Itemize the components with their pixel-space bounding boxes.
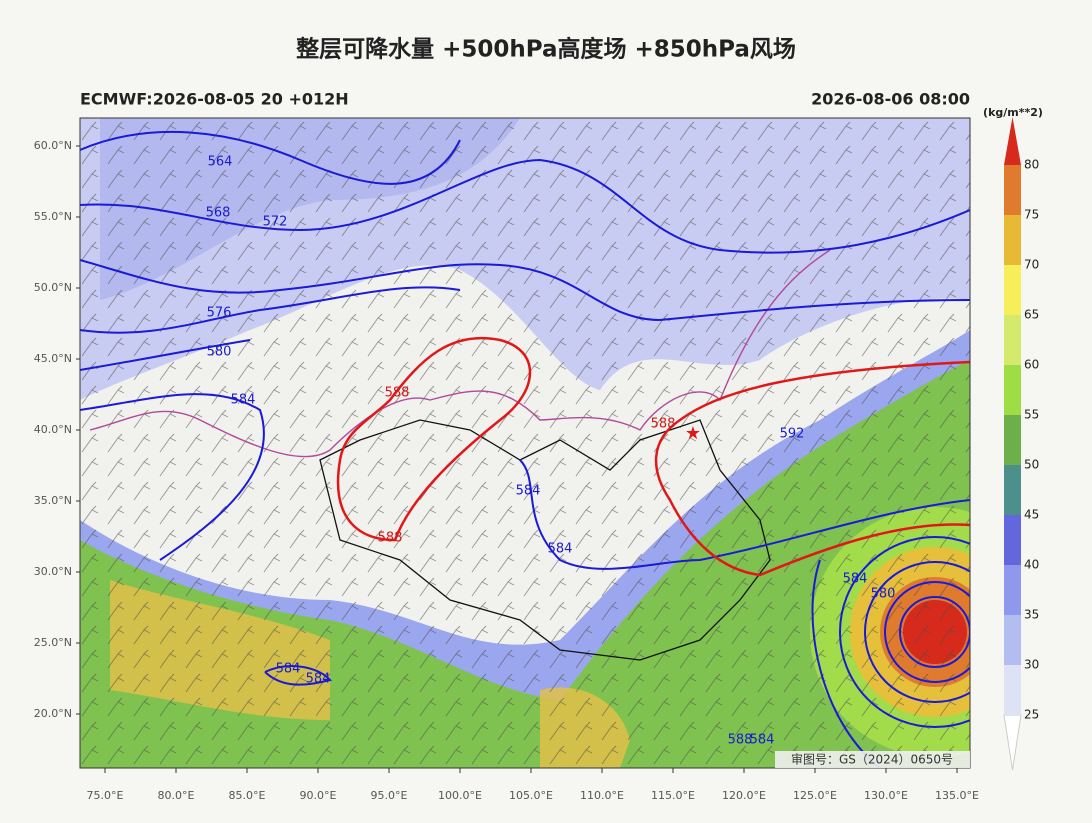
contour-label: 588 [378,531,403,546]
lat-tick-label: 40.0°N [34,423,72,436]
lat-tick-label: 55.0°N [34,210,72,223]
model-run: ECMWF:2026-08-05 20 +012H [80,90,349,109]
axis-ticks: 60.0°N 55.0°N 50.0°N 45.0°N 40.0°N 35.0°N 30.0… [34,139,979,802]
colorbar-box [1004,515,1021,565]
colorbar-tick-label: 45 [1024,508,1039,522]
lon-tick-label: 95.0°E [371,789,408,802]
lon-tick-label: 90.0°E [300,789,337,802]
lon-tick-label: 100.0°E [438,789,482,802]
contour-label: 584 [750,733,775,748]
contour-label: 576 [207,306,232,321]
title: 整层可降水量 +500hPa高度场 +850hPa风场 [296,36,796,63]
stamp-box [775,751,970,768]
colorbar-tick-label: 70 [1024,258,1039,272]
contour-label: 580 [207,345,232,360]
contour-label: 584 [306,672,331,687]
province-borders [319,419,771,661]
colorbar-tick-label: 65 [1024,308,1039,322]
lon-tick-label: 120.0°E [722,789,766,802]
contour-label: 584 [843,572,868,587]
lat-tick-label: 20.0°N [34,707,72,720]
contour-label: 588 [728,733,753,748]
lat-tick-label: 60.0°N [34,139,72,152]
colorbar-box [1004,315,1021,365]
lat-tick-label: 30.0°N [34,565,72,578]
height-contours [80,130,970,768]
colorbar-tick-label: 55 [1024,408,1039,422]
lon-tick-label: 80.0°E [158,789,195,802]
contour-588 [336,336,970,577]
stamp: 审图号：GS（2024）0650号 [791,752,953,767]
lon-tick-label: 115.0°E [651,789,695,802]
lon-tick-label: 125.0°E [793,789,837,802]
colorbar-tick-label: 75 [1024,208,1039,222]
colorbar-tick-label: 40 [1024,558,1039,572]
contour-label: 572 [263,215,288,230]
lon-tick-label: 135.0°E [935,789,979,802]
contour-label: 580 [871,587,896,602]
lat-tick-label: 25.0°N [34,636,72,649]
colorbar-box [1004,565,1021,615]
colorbar-tick-label: 35 [1024,608,1039,622]
colorbar-above [1004,117,1021,165]
map-frame [79,117,971,769]
colorbar-box [1004,615,1021,665]
contour-label: 584 [276,662,301,677]
lat-tick-label: 35.0°N [34,494,72,507]
colorbar-box [1004,365,1021,415]
colorbar-tick-label: 50 [1024,458,1039,472]
contour-label: 584 [231,393,256,408]
colorbar-tick-label: 30 [1024,658,1039,672]
wind-barbs [80,118,970,768]
contour-label: 584 [516,484,541,499]
colorbar-unit: (kg/m**2) [983,106,1043,119]
contour-label: 592 [780,427,805,442]
valid-time: 2026-08-06 08:00 [811,90,970,109]
lon-tick-label: 130.0°E [864,789,908,802]
colorbar-box [1004,415,1021,465]
lon-tick-label: 85.0°E [229,789,266,802]
colorbar-tick-label: 80 [1024,158,1039,172]
colorbar-tick-label: 25 [1024,708,1039,722]
colorbar: 25 30 35 40 45 50 55 60 65 70 75 80 [1003,117,1039,771]
capital-marker: ★ [685,423,701,444]
contour-label: 588 [385,386,410,401]
colorbar-box [1004,165,1021,215]
contour-label: 568 [206,206,231,221]
lon-tick-label: 105.0°E [509,789,553,802]
colorbar-box [1004,465,1021,515]
contour-label: 564 [208,155,233,170]
colorbar-tick-label: 60 [1024,358,1039,372]
colorbar-box [1004,215,1021,265]
colorbar-box [1004,265,1021,315]
contour-label: 588 [651,417,676,432]
contour-label: 584 [548,542,573,557]
lon-tick-label: 75.0°E [87,789,124,802]
lat-tick-label: 50.0°N [34,281,72,294]
colorbar-below [1003,714,1022,771]
lat-tick-label: 45.0°N [34,352,72,365]
colorbar-box [1004,665,1021,715]
lon-tick-label: 110.0°E [580,789,624,802]
